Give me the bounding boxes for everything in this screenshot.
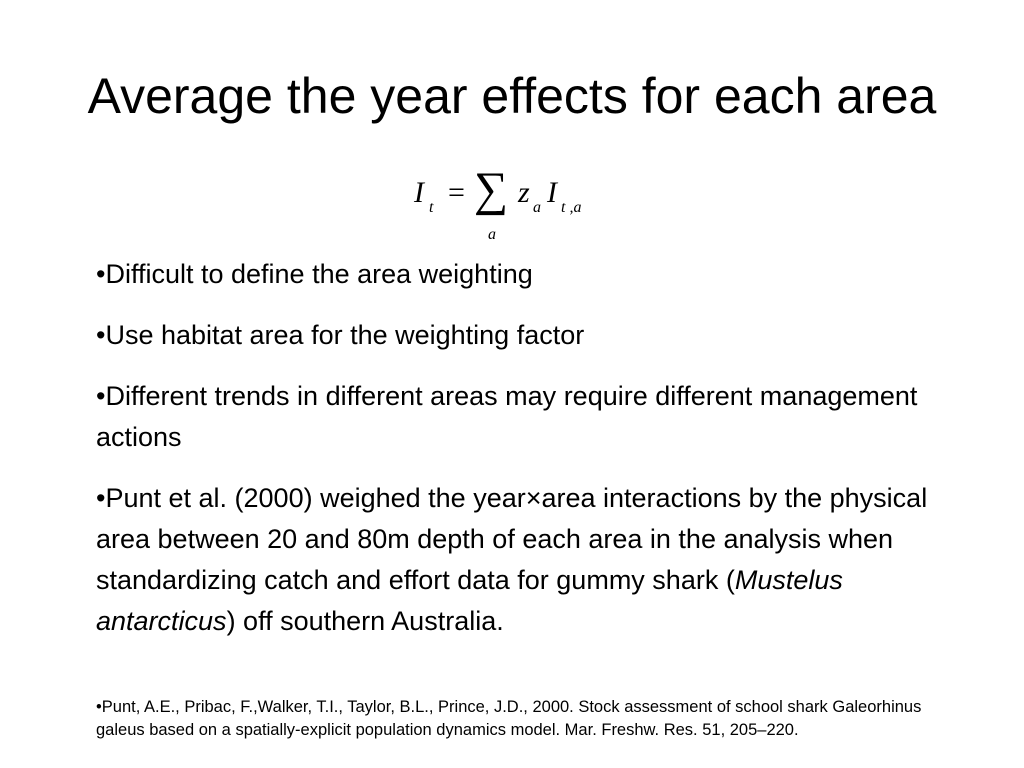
bullet-text: •Punt et al. (2000) weighed the year×are… — [96, 483, 928, 595]
formula-symbol: I — [414, 176, 424, 209]
bullet-text: •Difficult to define the area weighting — [96, 259, 533, 289]
formula-symbol: z — [518, 176, 530, 209]
formula-subscript: a — [533, 199, 541, 216]
bullet-text: •Use habitat area for the weighting fact… — [96, 320, 585, 350]
bullet: •Use habitat area for the weighting fact… — [96, 315, 976, 356]
formula-subscript: a — [488, 226, 496, 243]
bullet: •Different trends in different areas may… — [96, 376, 976, 458]
bullet: •Punt et al. (2000) weighed the year×are… — [96, 478, 976, 642]
formula-operator: = — [448, 176, 465, 209]
formula-sum: ∑ — [474, 163, 509, 216]
formula-subscript: t ,a — [561, 199, 582, 216]
bullet-text: ) off southern Australia. — [226, 606, 504, 636]
formula-symbol: I — [547, 176, 557, 209]
formula-subscript: t — [429, 199, 434, 216]
formula: I t = ∑ a z a I t ,a — [0, 163, 1024, 248]
slide-title: Average the year effects for each area — [87, 68, 937, 124]
bullet-list: •Difficult to define the area weighting •… — [96, 254, 976, 662]
reference: •Punt, A.E., Pribac, F.,Walker, T.I., Ta… — [96, 698, 922, 739]
bullet: •Difficult to define the area weighting — [96, 254, 976, 295]
bullet-text: Mustelus antarcticus — [96, 565, 843, 636]
bullet-text: •Different trends in different areas may… — [96, 381, 918, 452]
